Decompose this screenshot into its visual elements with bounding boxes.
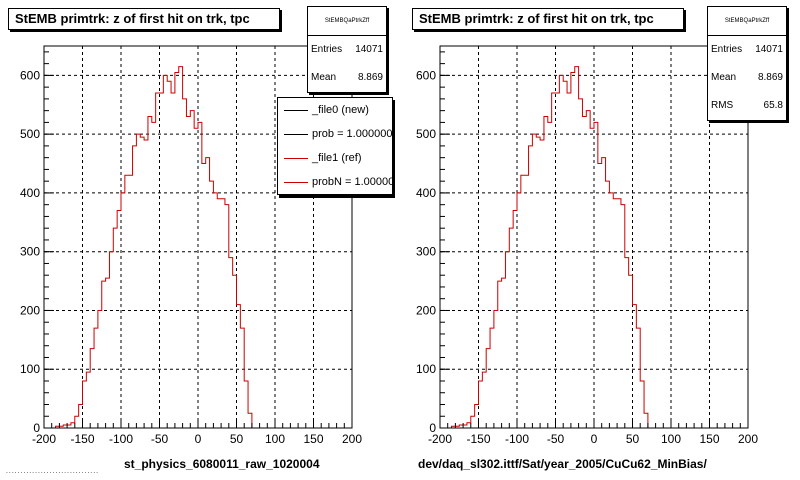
- right-x-tick-label: -150: [466, 432, 490, 446]
- right-x-tick-label: 100: [661, 432, 681, 446]
- right-y-tick-label: 500: [416, 127, 436, 141]
- legend-swatch-new: [284, 110, 308, 111]
- right-x-axis-label: dev/daq_sl302.ittf/Sat/year_2005/CuCu62_…: [418, 457, 707, 471]
- right-y-tick-label: 0: [429, 421, 436, 435]
- left-x-tick-label: -150: [70, 432, 94, 446]
- left-y-tick-label: 600: [20, 68, 40, 82]
- left-chart-title: StEMB primtrk: z of first hit on trk, tp…: [8, 8, 280, 30]
- left-y-tick-label: 0: [33, 421, 40, 435]
- right-histogram-line: [443, 66, 668, 429]
- right-x-tick-label: -200: [428, 432, 452, 446]
- left-x-axis-label: st_physics_6080011_raw_1020004: [124, 457, 320, 471]
- stats-rms-row: RMS 65.8: [708, 92, 786, 120]
- left-y-tick-label: 400: [20, 186, 40, 200]
- legend-entry-prob: prob = 1.000000: [278, 122, 392, 146]
- left-x-tick-label: 100: [265, 432, 285, 446]
- stats-mean-value: 8.869: [757, 72, 783, 83]
- stats-histogram-name: StEMBQaPtrkZff: [708, 7, 786, 36]
- left-stats-box: StEMBQaPtrkZff Entries 14071 Mean 8.869: [307, 6, 387, 93]
- legend-swatch-probn: [284, 182, 308, 183]
- stats-entries-value: 14071: [355, 44, 383, 55]
- legend-entry-ref: _file1 (ref): [278, 146, 392, 170]
- stats-rms-value: 65.8: [763, 100, 783, 111]
- left-x-tick-label: 0: [195, 432, 202, 446]
- left-x-tick-label: 200: [342, 432, 362, 446]
- left-y-tick-label: 300: [20, 245, 40, 259]
- left-x-tick-label: -100: [109, 432, 133, 446]
- right-y-tick-label: 600: [416, 68, 436, 82]
- left-y-tick-label: 500: [20, 127, 40, 141]
- legend-swatch-ref: [284, 158, 308, 159]
- right-x-tick-label: -100: [505, 432, 529, 446]
- stats-entries-row: Entries 14071: [708, 36, 786, 64]
- stats-entries-row: Entries 14071: [308, 36, 386, 64]
- right-x-tick-label: 50: [626, 432, 640, 446]
- right-stats-box: StEMBQaPtrkZff Entries 14071 Mean 8.869 RM…: [707, 6, 787, 121]
- legend-entry-new: _file0 (new): [278, 98, 392, 122]
- right-x-tick-label: 200: [738, 432, 758, 446]
- left-y-tick-label: 200: [20, 303, 40, 317]
- right-y-tick-label: 400: [416, 186, 436, 200]
- stats-mean-row: Mean 8.869: [308, 64, 386, 92]
- legend-entry-probn: probN = 1.000000: [278, 170, 392, 194]
- left-x-tick-label: 150: [303, 432, 323, 446]
- right-x-tick-label: 0: [591, 432, 598, 446]
- right-y-tick-label: 100: [416, 362, 436, 376]
- left-x-tick-label: -200: [32, 432, 56, 446]
- right-x-tick-label: 150: [699, 432, 719, 446]
- stats-mean-value: 8.869: [357, 72, 383, 83]
- left-x-tick-label: -50: [151, 432, 169, 446]
- footer-text: ................................: [6, 468, 100, 475]
- right-y-tick-label: 300: [416, 245, 436, 259]
- left-x-tick-label: 50: [230, 432, 244, 446]
- stats-histogram-name: StEMBQaPtrkZff: [308, 7, 386, 36]
- stats-mean-row: Mean 8.869: [708, 64, 786, 92]
- left-y-tick-label: 100: [20, 362, 40, 376]
- right-chart-title: StEMB primtrk: z of first hit on trk, tp…: [412, 8, 684, 30]
- legend-swatch-prob: [284, 134, 308, 135]
- right-x-tick-label: -50: [547, 432, 565, 446]
- left-legend: _file0 (new) prob = 1.000000 _file1 (ref…: [277, 97, 393, 195]
- stats-entries-value: 14071: [755, 44, 783, 55]
- left-histogram-line: [47, 66, 272, 429]
- right-y-tick-label: 200: [416, 303, 436, 317]
